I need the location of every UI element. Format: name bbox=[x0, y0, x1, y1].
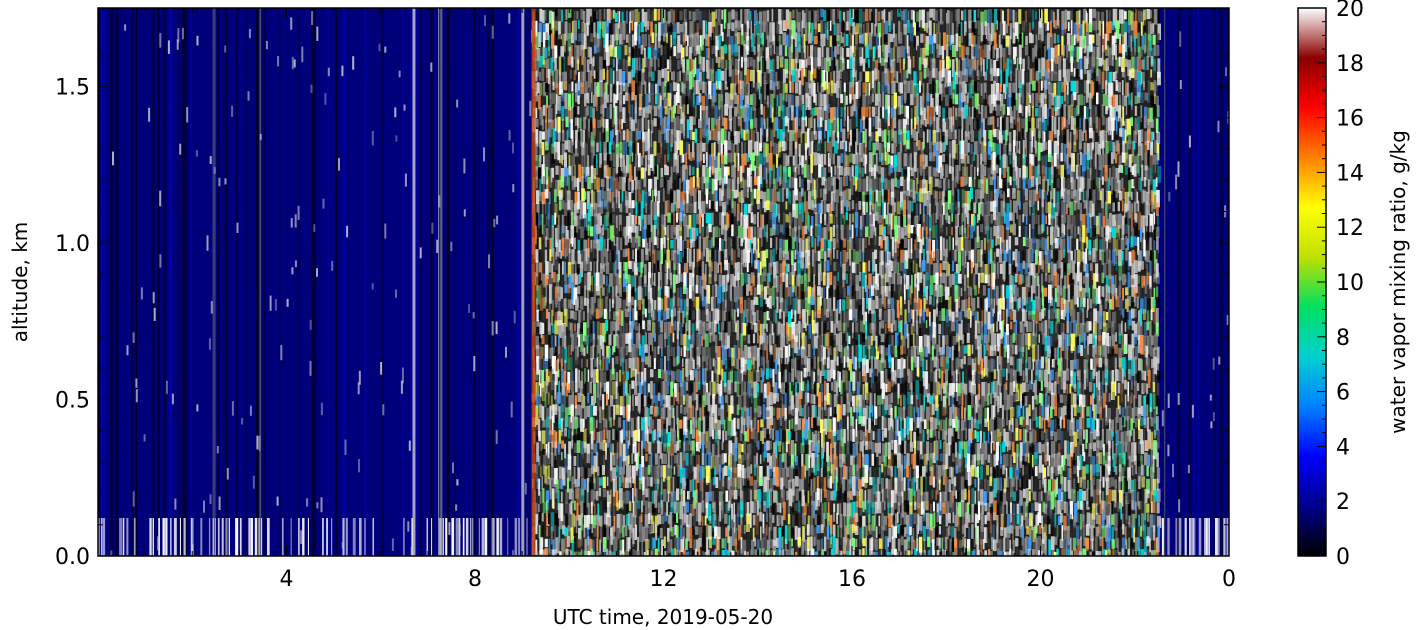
x-axis-label: UTC time, 2019-05-20 bbox=[553, 605, 773, 629]
colorbar-tick-label: 18 bbox=[1336, 52, 1364, 77]
x-tick-label: 8 bbox=[468, 567, 482, 592]
x-axis: 4 8 12 16 20 0 bbox=[97, 8, 1236, 592]
colorbar-tick-label: 8 bbox=[1336, 326, 1350, 351]
x-tick-label: 12 bbox=[650, 567, 678, 592]
x-tick-label: 4 bbox=[280, 567, 294, 592]
colorbar-tick-label: 4 bbox=[1336, 435, 1350, 460]
y-tick-label: 0.5 bbox=[55, 388, 90, 413]
colorbar-tick-label: 2 bbox=[1336, 490, 1350, 515]
colorbar-tick-label: 20 bbox=[1336, 0, 1364, 22]
colorbar-tick-label: 6 bbox=[1336, 381, 1350, 406]
y-tick-label: 1.0 bbox=[55, 232, 90, 257]
x-tick-label: 20 bbox=[1027, 567, 1055, 592]
y-tick-label: 0.0 bbox=[55, 545, 90, 570]
colorbar-tick-label: 10 bbox=[1336, 271, 1364, 296]
x-tick-label: 0 bbox=[1222, 567, 1236, 592]
heatmap-texture bbox=[98, 8, 1229, 556]
colorbar-tick-label: 12 bbox=[1336, 216, 1364, 241]
y-axis: 0.0 0.5 1.0 1.5 bbox=[55, 23, 1229, 570]
y-axis-label: altitude, km bbox=[8, 222, 32, 343]
colorbar-axis: 0 2 4 6 8 10 12 14 16 18 20 bbox=[1317, 0, 1364, 570]
colorbar-label: water vapor mixing ratio, g/kg bbox=[1386, 130, 1410, 434]
x-tick-label: 16 bbox=[838, 567, 866, 592]
colorbar-tick-label: 14 bbox=[1336, 161, 1364, 186]
colorbar-tick-label: 16 bbox=[1336, 107, 1364, 132]
y-tick-label: 1.5 bbox=[55, 75, 90, 100]
colorbar-tick-label: 0 bbox=[1336, 545, 1350, 570]
heatmap-image bbox=[98, 8, 1229, 556]
